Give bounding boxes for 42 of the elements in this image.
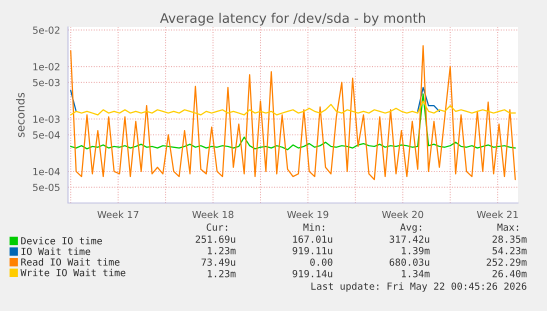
legend-label: IO Wait time: [22, 248, 90, 256]
text: 680.03u: [390, 258, 430, 266]
y-tick-label: 1e-02: [33, 63, 60, 70]
text: 167.01u: [293, 235, 332, 243]
text: 919.11u: [292, 246, 332, 254]
text: Cur:: [206, 223, 228, 231]
text: Avg:: [400, 224, 422, 233]
legend-label: Read IO Wait time: [21, 258, 120, 266]
text: 1.34m: [402, 270, 430, 278]
legend-label: Write IO Wait time: [20, 268, 126, 276]
y-tick-label: 5e-05: [33, 184, 60, 192]
text: 28.35m: [492, 235, 527, 243]
text: 251.69u: [196, 235, 236, 243]
text: 252.29m: [486, 258, 527, 266]
x-tick-label: Week 19: [287, 210, 328, 218]
text: 73.49u: [202, 258, 236, 266]
chart-title: Average latency for /dev/sda - by month: [160, 12, 426, 26]
text: 1.23m: [208, 246, 236, 254]
text: 1.23m: [208, 270, 236, 278]
legend-label: Device IO time: [21, 236, 102, 244]
text: 317.42u: [390, 235, 430, 243]
y-tick-label: 1e-03: [33, 116, 60, 123]
y-axis-title: seconds: [16, 92, 25, 138]
x-tick-label: Week 21: [476, 210, 518, 218]
y-tick-label: 5e-02: [33, 26, 60, 34]
line-series: [70, 45, 516, 180]
y-tick-label: 5e-03: [33, 78, 60, 86]
x-tick-label: Week 20: [382, 210, 424, 218]
text: Min:: [303, 223, 324, 231]
line-series: [70, 100, 516, 116]
text: 26.40m: [492, 270, 527, 278]
text: Max:: [497, 224, 518, 231]
text: 919.14u: [292, 270, 332, 278]
text: 1.39m: [402, 246, 430, 254]
x-tick-label: Week 17: [97, 210, 138, 218]
text: 0.00: [310, 258, 332, 266]
text: 54.23m: [492, 246, 527, 254]
y-tick-label: 1e-04: [33, 168, 60, 176]
x-tick-label: Week 18: [192, 210, 234, 218]
text: Last update: Fri May 22 00:45:26 2026: [311, 282, 526, 292]
line-series: [70, 93, 516, 150]
y-tick-label: 5e-04: [33, 131, 60, 139]
